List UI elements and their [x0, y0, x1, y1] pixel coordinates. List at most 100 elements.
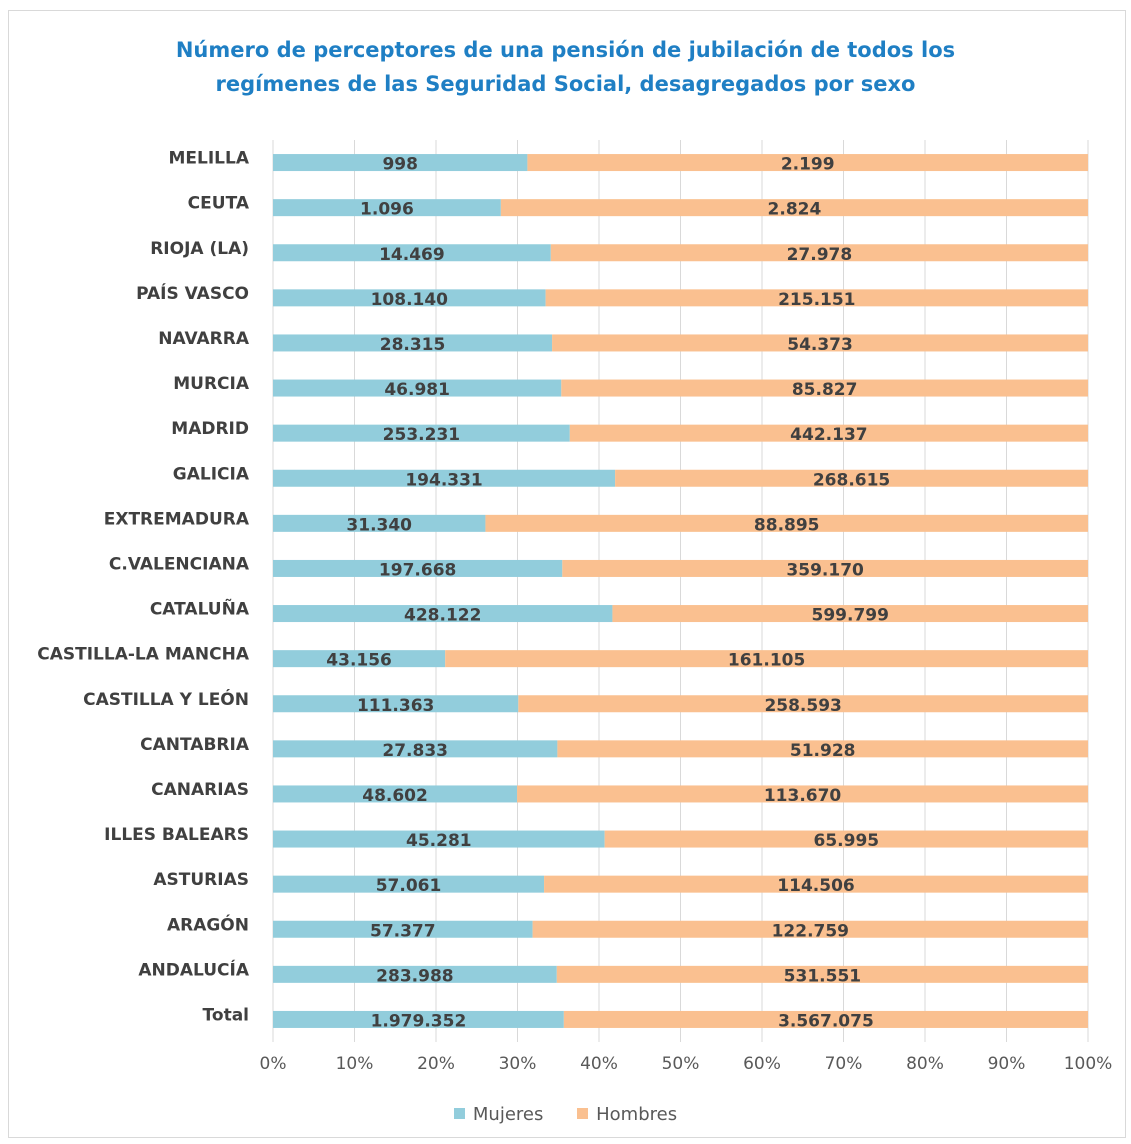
bar-mujeres — [273, 424, 570, 442]
x-tick-label: 30% — [499, 1054, 537, 1074]
bar-hombres — [556, 965, 1088, 983]
category-label: RIOJA (LA) — [150, 239, 249, 259]
category-label: Total — [203, 1005, 249, 1025]
legend-swatch-hombres — [577, 1108, 589, 1119]
bar-label-mujeres: 194.331 — [405, 470, 482, 490]
bar-hombres — [517, 785, 1088, 803]
bar-hombres — [612, 605, 1088, 623]
bar-hombres — [500, 199, 1089, 217]
x-tick-label: 40% — [580, 1054, 618, 1074]
x-tick-label: 100% — [1064, 1054, 1113, 1074]
bar-hombres — [562, 559, 1088, 577]
bar-mujeres — [273, 830, 605, 848]
bar-hombres — [604, 830, 1088, 848]
bar-label-mujeres: 253.231 — [383, 425, 460, 445]
bar-hombres — [550, 244, 1088, 262]
bar-label-hombres: 27.978 — [787, 245, 853, 265]
bar-hombres — [445, 650, 1088, 668]
category-label: ANDALUCÍA — [138, 958, 249, 980]
bar-label-mujeres: 1.096 — [360, 200, 414, 220]
x-tick-label: 0% — [260, 1054, 287, 1074]
bar-mujeres — [273, 469, 616, 487]
bar-label-hombres: 215.151 — [778, 290, 855, 310]
bar-mujeres — [273, 154, 528, 172]
bar-label-hombres: 442.137 — [790, 425, 867, 445]
bar-label-mujeres: 197.668 — [379, 560, 456, 580]
bar-label-mujeres: 57.061 — [376, 876, 442, 896]
chart-title: Número de perceptores de una pensión de … — [0, 33, 1131, 101]
bar-label-hombres: 531.551 — [784, 966, 861, 986]
bar-mujeres — [273, 514, 486, 532]
bar-label-mujeres: 998 — [382, 155, 418, 175]
legend-label-mujeres: Mujeres — [472, 1104, 544, 1125]
bar-label-hombres: 268.615 — [813, 470, 890, 490]
bar-hombres — [544, 875, 1088, 893]
x-tick-label: 50% — [662, 1054, 700, 1074]
bar-label-hombres: 2.824 — [768, 200, 822, 220]
bar-hombres — [545, 289, 1088, 307]
chart-title-line-2: regímenes de las Seguridad Social, desag… — [215, 72, 916, 96]
legend-label-hombres: Hombres — [596, 1104, 678, 1125]
bar-label-hombres: 3.567.075 — [778, 1011, 874, 1031]
category-label: ASTURIAS — [153, 870, 249, 890]
x-tick-label: 90% — [988, 1054, 1026, 1074]
bar-label-mujeres: 283.988 — [376, 966, 453, 986]
bar-mujeres — [273, 695, 519, 713]
bar-mujeres — [273, 650, 446, 668]
bar-label-hombres: 161.105 — [728, 651, 805, 671]
bar-hombres — [569, 424, 1088, 442]
bar-hombres — [615, 469, 1088, 487]
legend-item-mujeres: Mujeres — [453, 1104, 544, 1125]
chart-title-line-1: Número de perceptores de una pensión de … — [175, 38, 956, 62]
category-label: GALICIA — [173, 464, 250, 484]
category-label: ILLES BALEARS — [104, 825, 249, 845]
x-tick-label: 10% — [336, 1054, 374, 1074]
bar-hombres — [485, 514, 1088, 532]
bar-label-hombres: 359.170 — [786, 560, 864, 580]
bar-hombres — [561, 379, 1088, 397]
bar-mujeres — [273, 289, 546, 307]
bar-label-mujeres: 48.602 — [362, 786, 428, 806]
category-label: CASTILLA Y LEÓN — [83, 688, 249, 710]
category-label: CASTILLA-LA MANCHA — [37, 645, 250, 665]
category-label: NAVARRA — [158, 329, 250, 349]
bar-label-hombres: 114.506 — [777, 876, 854, 896]
bar-label-hombres: 51.928 — [790, 741, 856, 761]
bar-label-mujeres: 57.377 — [370, 921, 436, 941]
bar-label-hombres: 113.670 — [764, 786, 842, 806]
bar-label-hombres: 2.199 — [781, 155, 835, 175]
bar-mujeres — [273, 785, 518, 803]
gridlines — [272, 140, 1089, 1042]
x-tick-label: 20% — [417, 1054, 455, 1074]
category-label: CANTABRIA — [140, 735, 250, 755]
bar-label-mujeres: 1.979.352 — [371, 1011, 467, 1031]
bar-mujeres — [273, 875, 545, 893]
bar-label-mujeres: 108.140 — [371, 290, 449, 310]
bar-mujeres — [273, 334, 553, 352]
legend-item-hombres: Hombres — [577, 1104, 677, 1125]
x-tick-label: 80% — [906, 1054, 944, 1074]
bar-hombres — [518, 695, 1088, 713]
bar-label-mujeres: 28.315 — [380, 335, 446, 355]
bar-mujeres — [273, 920, 533, 938]
x-tick-labels: 0% 10% 20% 30% 40% 50% 60% 70% 80% 90% 100% — [260, 1054, 1113, 1074]
bar-label-mujeres: 46.981 — [384, 380, 450, 400]
bar-label-mujeres: 111.363 — [357, 696, 434, 716]
category-label: MADRID — [171, 419, 249, 439]
legend: Mujeres Hombres — [0, 1104, 1131, 1125]
bar-label-mujeres: 43.156 — [326, 651, 392, 671]
category-label: EXTREMADURA — [104, 509, 250, 529]
bar-hombres — [552, 334, 1088, 352]
legend-swatch-mujeres — [453, 1108, 465, 1119]
bar-hombres — [527, 154, 1088, 172]
bar-label-mujeres: 27.833 — [382, 741, 448, 761]
bar-mujeres — [273, 199, 501, 217]
category-label: MURCIA — [173, 374, 250, 394]
bar-label-mujeres: 31.340 — [346, 515, 412, 535]
category-label: ARAGÓN — [167, 913, 249, 935]
bar-labels: 998 2.199 1.096 2.824 14.469 27.978 108.140 215… — [326, 155, 890, 1032]
bar-label-hombres: 65.995 — [814, 831, 880, 851]
bar-mujeres — [273, 244, 551, 262]
x-tick-label: 60% — [743, 1054, 781, 1074]
